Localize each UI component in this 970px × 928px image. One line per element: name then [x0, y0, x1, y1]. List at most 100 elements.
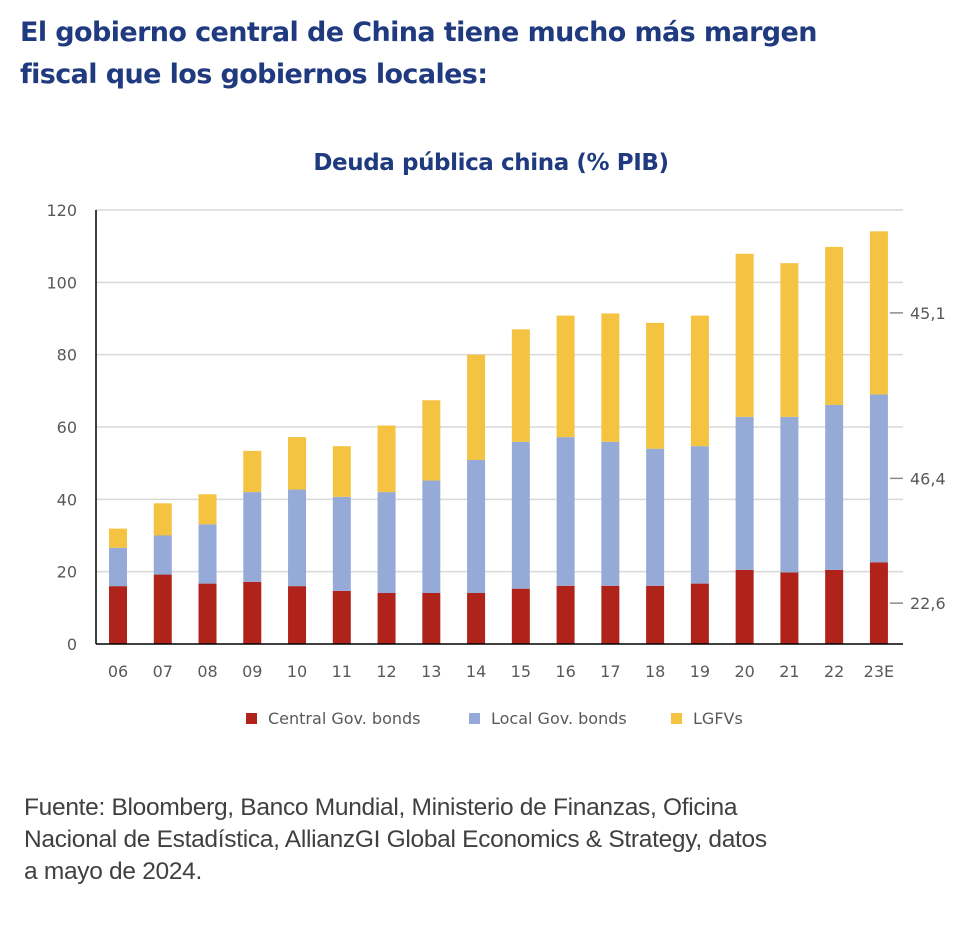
bar-segment-local-gov-bonds-14: [467, 459, 486, 594]
x-tick-label: 07: [153, 662, 173, 681]
x-tick-label: 22: [824, 662, 844, 681]
chart-title: Deuda pública china (% PIB): [313, 150, 669, 176]
source-line-2: Nacional de Estadística, AllianzGI Globa…: [24, 826, 767, 853]
annotations: 22,6 46,4 45,1: [890, 304, 946, 613]
bar-segment-central-gov-bonds-18: [646, 585, 665, 644]
bar-segment-central-gov-bonds-19: [690, 583, 709, 644]
legend-item-local: Local Gov. bonds: [469, 709, 627, 728]
bar-segment-local-gov-bonds-15: [511, 441, 530, 589]
legend-label-local: Local Gov. bonds: [491, 709, 627, 728]
y-tick-label: 0: [67, 635, 77, 654]
bar-segment-lgfvs-06: [109, 528, 127, 548]
source-line-3: a mayo de 2024.: [24, 858, 203, 885]
bar-segment-lgfvs-09: [243, 450, 262, 493]
y-tick-label: 80: [57, 346, 77, 365]
bar-segment-lgfvs-22: [825, 246, 844, 405]
bar-segment-central-gov-bonds-16: [556, 585, 575, 644]
x-tick-label: 08: [197, 662, 217, 681]
bar-segment-lgfvs-19: [690, 315, 709, 447]
legend-item-central: Central Gov. bonds: [246, 709, 421, 728]
bar-segment-central-gov-bonds-07: [153, 574, 172, 644]
bar-segment-local-gov-bonds-06: [109, 547, 127, 587]
bar-segment-local-gov-bonds-07: [153, 535, 172, 575]
y-tick-label: 100: [46, 273, 77, 292]
bar-segment-lgfvs-17: [601, 313, 620, 442]
x-tick-label: 17: [600, 662, 620, 681]
bar-segment-lgfvs-16: [556, 315, 575, 438]
bar-segment-central-gov-bonds-06: [109, 586, 127, 644]
x-tick-label: 20: [734, 662, 754, 681]
x-tick-label: 06: [108, 662, 128, 681]
bar-segment-lgfvs-11: [332, 446, 351, 497]
annotation-label: 45,1: [910, 304, 946, 323]
legend-item-lgfvs: LGFVs: [671, 709, 743, 728]
bar-segment-central-gov-bonds-17: [601, 585, 620, 644]
headline-line-1: El gobierno central de China tiene mucho…: [20, 17, 817, 48]
bar-segment-central-gov-bonds-08: [198, 583, 217, 644]
bar-segment-central-gov-bonds-21: [780, 572, 799, 644]
bar-segment-local-gov-bonds-18: [646, 448, 665, 586]
x-tick-label: 14: [466, 662, 486, 681]
x-tick-label: 18: [645, 662, 665, 681]
bar-segment-local-gov-bonds-23e: [869, 394, 888, 563]
x-tick-label: 21: [779, 662, 799, 681]
bar-segment-lgfvs-18: [646, 322, 665, 449]
bar-segment-lgfvs-13: [422, 400, 441, 481]
x-tick-label: 13: [421, 662, 441, 681]
bar-segment-central-gov-bonds-12: [377, 593, 396, 644]
source-note: Fuente: Bloomberg, Banco Mundial, Minist…: [24, 792, 954, 888]
bar-segment-central-gov-bonds-23e: [869, 562, 888, 644]
x-tick-label: 10: [287, 662, 307, 681]
legend-swatch-local: [469, 713, 480, 724]
bar-segment-local-gov-bonds-08: [198, 524, 217, 584]
bar-segment-central-gov-bonds-13: [422, 593, 441, 644]
source-line-1: Fuente: Bloomberg, Banco Mundial, Minist…: [24, 794, 738, 821]
bar-segment-central-gov-bonds-11: [332, 590, 351, 644]
bar-segment-lgfvs-21: [780, 263, 799, 417]
bar-segment-local-gov-bonds-13: [422, 480, 441, 594]
stacked-bar-chart: 0 20 40 60 80 100 120 06 07 08 09 10 11 12 13 14 15 16 17 1…: [46, 201, 946, 681]
bar-segment-lgfvs-23e: [869, 231, 888, 395]
legend-label-central: Central Gov. bonds: [268, 709, 421, 728]
bar-segment-lgfvs-12: [377, 425, 396, 493]
legend: Central Gov. bonds Local Gov. bonds LGFV…: [0, 709, 970, 733]
bar-segment-local-gov-bonds-21: [780, 416, 799, 573]
bar-segment-local-gov-bonds-20: [735, 416, 754, 570]
bar-segment-lgfvs-14: [467, 354, 486, 460]
bar-segment-central-gov-bonds-10: [288, 586, 307, 644]
x-tick-label: 12: [376, 662, 396, 681]
headline: El gobierno central de China tiene mucho…: [20, 12, 950, 96]
bar-segment-local-gov-bonds-19: [690, 446, 709, 584]
bar-segment-local-gov-bonds-10: [288, 489, 307, 587]
y-tick-label: 120: [46, 201, 77, 220]
x-tick-label: 16: [555, 662, 575, 681]
headline-line-2: fiscal que los gobiernos locales:: [20, 59, 488, 90]
bar-segment-lgfvs-07: [153, 503, 172, 536]
legend-label-lgfvs: LGFVs: [693, 709, 743, 728]
bar-segment-local-gov-bonds-17: [601, 441, 620, 586]
x-tick-label: 23E: [864, 662, 894, 681]
bar-segment-lgfvs-20: [735, 253, 754, 417]
bar-segment-local-gov-bonds-11: [332, 496, 351, 591]
annotation-label: 46,4: [910, 469, 946, 488]
bar-segment-local-gov-bonds-09: [243, 492, 262, 582]
y-tick-label: 40: [57, 490, 77, 509]
bar-segment-local-gov-bonds-16: [556, 437, 575, 586]
legend-swatch-lgfvs: [671, 713, 682, 724]
legend-swatch-central: [246, 713, 257, 724]
bar-segment-lgfvs-15: [511, 329, 530, 442]
bar-segment-central-gov-bonds-20: [735, 569, 754, 644]
bar-segment-central-gov-bonds-15: [511, 588, 530, 644]
grid-lines: [96, 209, 903, 573]
x-tick-label: 19: [690, 662, 710, 681]
x-tick-label: 11: [332, 662, 352, 681]
x-tick-label: 09: [242, 662, 262, 681]
bar-segment-lgfvs-10: [288, 437, 307, 490]
bars: [109, 231, 888, 644]
bar-segment-local-gov-bonds-12: [377, 492, 396, 594]
annotation-label: 22,6: [910, 594, 946, 613]
bar-segment-local-gov-bonds-22: [825, 404, 844, 570]
x-tick-label: 15: [511, 662, 531, 681]
y-tick-label: 20: [57, 563, 77, 582]
bar-segment-central-gov-bonds-09: [243, 581, 262, 644]
